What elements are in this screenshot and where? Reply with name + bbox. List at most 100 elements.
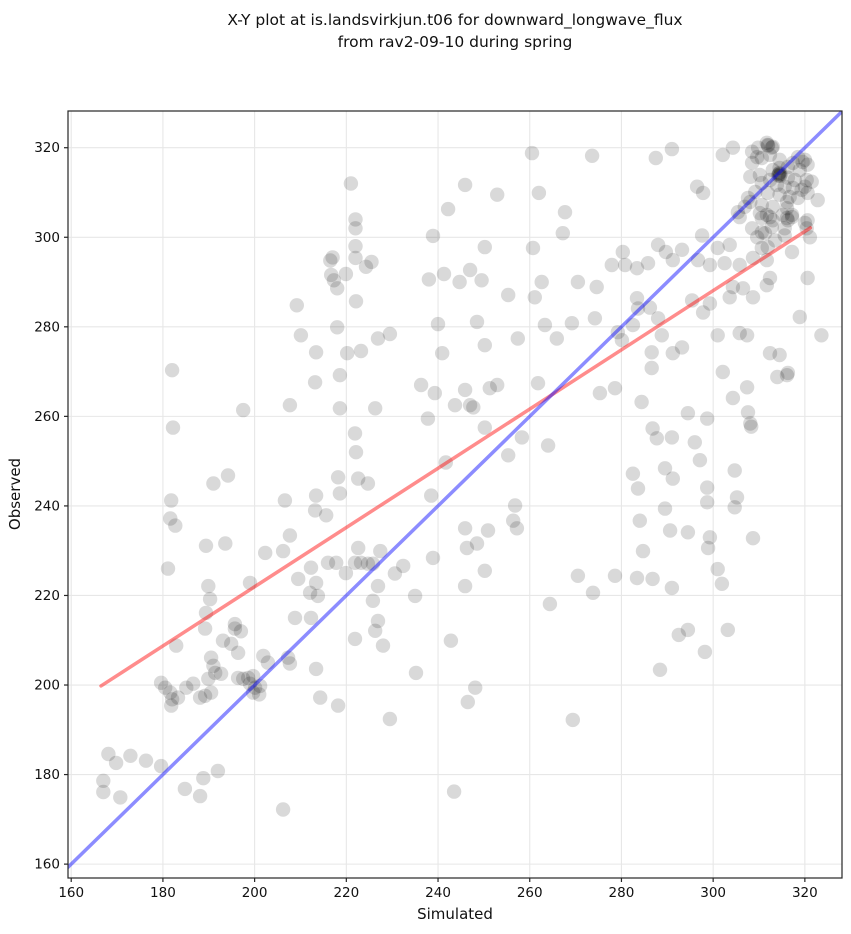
scatter-point bbox=[665, 346, 680, 361]
scatter-point bbox=[585, 585, 601, 600]
scatter-point bbox=[241, 670, 256, 686]
scatter-point bbox=[537, 317, 553, 333]
scatter-point bbox=[665, 471, 680, 486]
scatter-point bbox=[230, 670, 246, 686]
scatter-point bbox=[764, 140, 779, 155]
scatter-point bbox=[466, 400, 481, 415]
scatter-point bbox=[164, 692, 180, 707]
scatter-point bbox=[702, 296, 718, 311]
scatter-point bbox=[256, 648, 271, 664]
scatter-point bbox=[425, 228, 441, 244]
scatter-point bbox=[762, 147, 778, 163]
y-tick-label: 260 bbox=[34, 409, 60, 425]
scatter-point bbox=[674, 340, 690, 355]
scatter-point bbox=[784, 244, 800, 260]
scatter-point bbox=[625, 317, 641, 333]
x-tick-label: 180 bbox=[150, 885, 176, 901]
scatter-point bbox=[218, 536, 233, 551]
scatter-point bbox=[330, 698, 346, 713]
scatter-point bbox=[684, 293, 700, 308]
scatter-point bbox=[443, 633, 459, 648]
scatter-point bbox=[338, 565, 354, 581]
scatter-point bbox=[748, 184, 763, 200]
scatter-point bbox=[252, 687, 267, 702]
scatter-point bbox=[326, 273, 342, 288]
scatter-point bbox=[797, 152, 813, 167]
scatter-point bbox=[246, 685, 261, 700]
scatter-point bbox=[557, 205, 573, 220]
scatter-point bbox=[163, 685, 178, 700]
scatter-point bbox=[340, 346, 355, 361]
scatter-point bbox=[447, 398, 463, 413]
scatter-point bbox=[469, 536, 485, 551]
scatter-point bbox=[584, 148, 600, 163]
scatter-point bbox=[158, 680, 173, 695]
scatter-point bbox=[425, 550, 441, 566]
scatter-point bbox=[396, 558, 411, 574]
scatter-point bbox=[743, 194, 758, 210]
scatter-point bbox=[630, 301, 646, 316]
scatter-point bbox=[168, 518, 183, 533]
scatter-point bbox=[761, 138, 776, 153]
scatter-point bbox=[368, 401, 383, 416]
scatter-point bbox=[457, 578, 473, 594]
scatter-point bbox=[549, 331, 564, 346]
scatter-point bbox=[714, 576, 730, 591]
scatter-point bbox=[765, 162, 780, 178]
scatter-point bbox=[351, 540, 366, 556]
scatter-point bbox=[802, 230, 818, 245]
y-tick-label: 200 bbox=[34, 678, 60, 694]
scatter-point bbox=[787, 172, 802, 188]
scatter-point bbox=[589, 279, 604, 295]
scatter-point bbox=[645, 571, 660, 587]
scatter-point bbox=[177, 781, 193, 797]
scatter-point bbox=[740, 405, 756, 420]
scatter-point bbox=[800, 213, 815, 228]
scatter-point bbox=[108, 755, 124, 771]
scatter-point bbox=[293, 328, 309, 343]
scatter-point bbox=[759, 252, 774, 268]
scatter-point bbox=[722, 237, 737, 253]
scatter-point bbox=[730, 205, 746, 220]
scatter-point bbox=[197, 688, 213, 703]
scatter-point bbox=[338, 266, 354, 282]
scatter-point bbox=[654, 328, 669, 343]
scatter-point bbox=[799, 172, 814, 188]
scatter-point bbox=[527, 290, 542, 305]
scatter-point bbox=[732, 209, 747, 225]
scatter-point bbox=[664, 580, 680, 596]
scatter-point bbox=[710, 328, 725, 343]
scatter-point bbox=[744, 221, 760, 236]
scatter-point bbox=[347, 631, 363, 647]
scatter-point bbox=[565, 712, 580, 728]
scatter-point bbox=[797, 215, 813, 231]
scatter-point bbox=[652, 662, 668, 677]
scatter-point bbox=[436, 266, 452, 282]
scatter-point bbox=[330, 281, 345, 296]
scatter-point bbox=[330, 470, 346, 485]
scatter-point bbox=[757, 226, 773, 241]
scatter-point bbox=[680, 622, 696, 638]
scatter-point bbox=[332, 486, 348, 501]
scatter-point bbox=[767, 233, 783, 248]
scatter-point bbox=[570, 568, 586, 583]
scatter-point bbox=[640, 256, 656, 271]
scatter-point bbox=[629, 261, 645, 276]
scatter-point bbox=[201, 671, 216, 686]
scatter-point bbox=[700, 540, 716, 556]
scatter-point bbox=[564, 316, 580, 331]
scatter-point bbox=[165, 420, 181, 435]
scatter-point bbox=[490, 377, 505, 393]
scatter-point bbox=[332, 368, 348, 383]
scatter-point bbox=[332, 401, 348, 416]
scatter-point bbox=[370, 613, 386, 629]
scatter-point bbox=[343, 176, 359, 191]
scatter-point bbox=[282, 528, 298, 543]
scatter-point bbox=[113, 790, 128, 805]
scatter-point bbox=[196, 771, 211, 786]
y-tick-label: 160 bbox=[34, 857, 60, 873]
scatter-point bbox=[227, 616, 243, 632]
scatter-point bbox=[474, 273, 489, 288]
scatter-point bbox=[800, 157, 815, 172]
scatter-point bbox=[658, 244, 674, 260]
